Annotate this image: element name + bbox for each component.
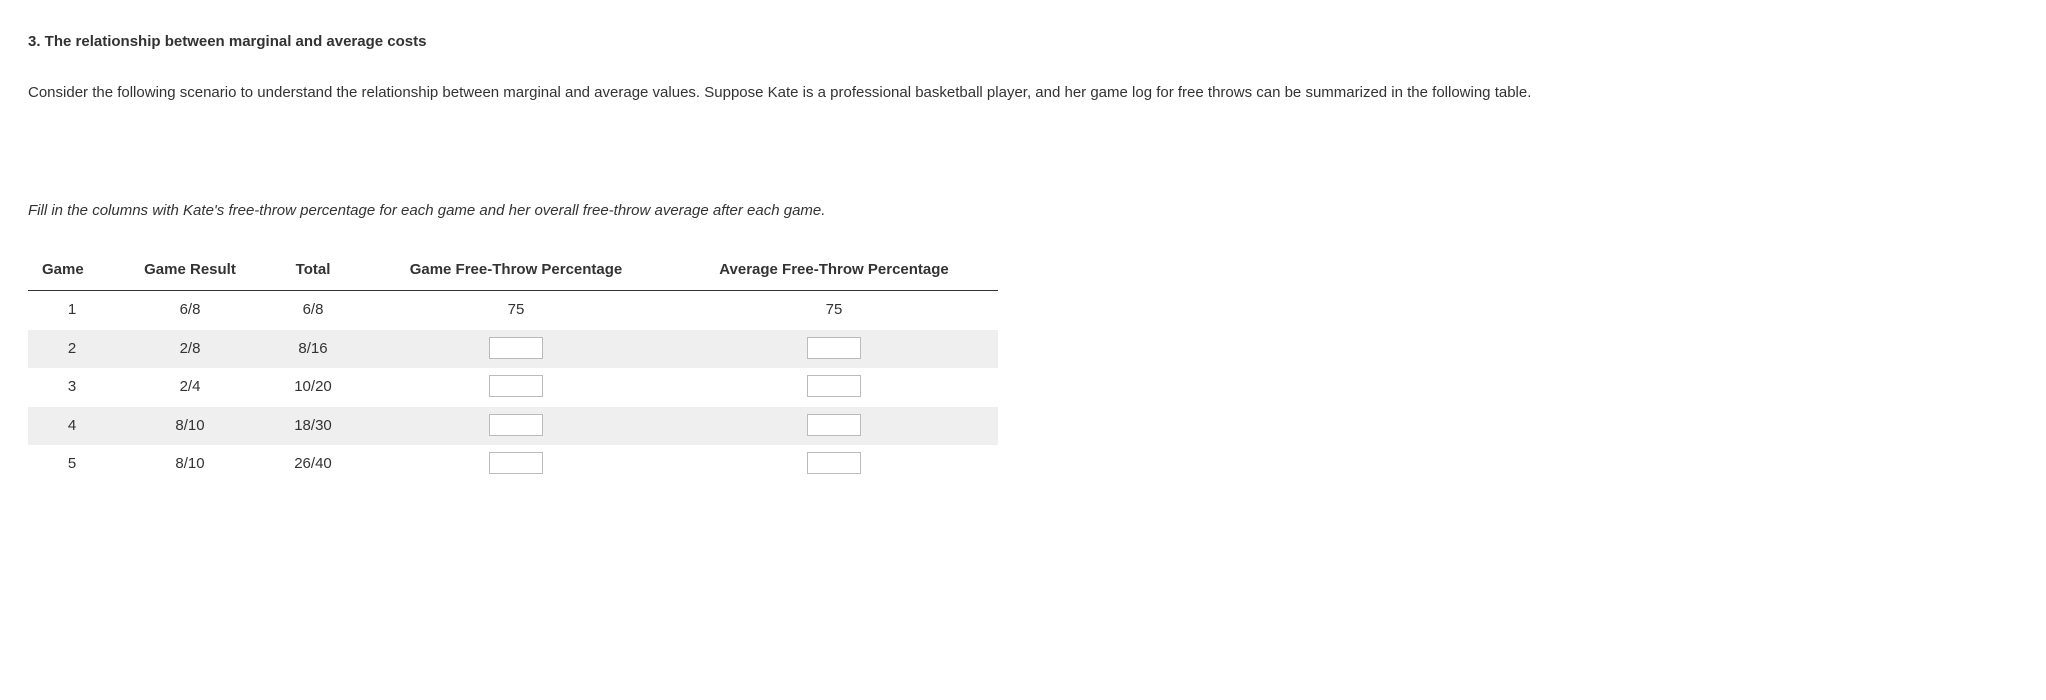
cell-game: 4: [28, 407, 116, 446]
cell-total: 6/8: [264, 291, 362, 330]
cell-gftp: 75: [362, 291, 670, 330]
cell-gftp: [362, 330, 670, 369]
aftp-input[interactable]: [807, 337, 861, 359]
scenario-paragraph: Consider the following scenario to under…: [28, 79, 2018, 108]
table-row: 22/88/16: [28, 330, 998, 369]
table-row: 58/1026/40: [28, 445, 998, 484]
cell-game: 3: [28, 368, 116, 407]
aftp-input[interactable]: [807, 375, 861, 397]
cell-result: 2/4: [116, 368, 264, 407]
cell-total: 10/20: [264, 368, 362, 407]
cell-game: 1: [28, 291, 116, 330]
gftp-input[interactable]: [489, 375, 543, 397]
aftp-input[interactable]: [807, 414, 861, 436]
cell-total: 18/30: [264, 407, 362, 446]
cell-game: 5: [28, 445, 116, 484]
free-throw-table: Game Game Result Total Game Free-Throw P…: [28, 250, 998, 484]
table-header-row: Game Game Result Total Game Free-Throw P…: [28, 250, 998, 291]
cell-game: 2: [28, 330, 116, 369]
question-heading: 3. The relationship between marginal and…: [28, 28, 2018, 57]
col-header-game: Game: [28, 250, 116, 291]
col-header-total: Total: [264, 250, 362, 291]
gftp-input[interactable]: [489, 337, 543, 359]
col-header-aftp: Average Free-Throw Percentage: [670, 250, 998, 291]
cell-result: 8/10: [116, 445, 264, 484]
cell-aftp: [670, 445, 998, 484]
cell-gftp: [362, 407, 670, 446]
aftp-input[interactable]: [807, 452, 861, 474]
cell-aftp: [670, 407, 998, 446]
gftp-input[interactable]: [489, 414, 543, 436]
table-row: 16/86/87575: [28, 291, 998, 330]
cell-aftp: [670, 368, 998, 407]
cell-aftp: 75: [670, 291, 998, 330]
gftp-input[interactable]: [489, 452, 543, 474]
cell-gftp: [362, 368, 670, 407]
cell-result: 6/8: [116, 291, 264, 330]
cell-aftp: [670, 330, 998, 369]
cell-total: 26/40: [264, 445, 362, 484]
instruction-text: Fill in the columns with Kate's free-thr…: [28, 197, 2018, 226]
cell-total: 8/16: [264, 330, 362, 369]
col-header-gftp: Game Free-Throw Percentage: [362, 250, 670, 291]
cell-result: 2/8: [116, 330, 264, 369]
cell-result: 8/10: [116, 407, 264, 446]
table-row: 48/1018/30: [28, 407, 998, 446]
table-row: 32/410/20: [28, 368, 998, 407]
cell-gftp: [362, 445, 670, 484]
col-header-result: Game Result: [116, 250, 264, 291]
